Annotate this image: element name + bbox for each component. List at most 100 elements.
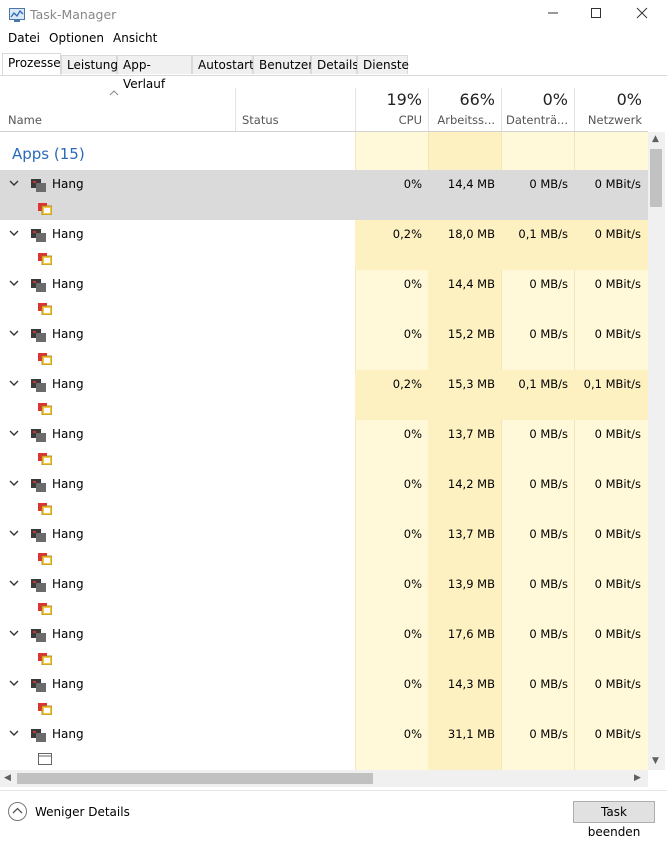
- tab-prozesse[interactable]: Prozesse: [2, 53, 61, 75]
- vertical-scroll-thumb[interactable]: [650, 149, 662, 207]
- cpu-value: 0%: [403, 327, 422, 341]
- network-value: 0 MBit/s: [594, 727, 641, 741]
- disk-value: 0 MB/s: [529, 477, 568, 491]
- scroll-right-icon[interactable]: ▶: [634, 773, 641, 783]
- tab-details[interactable]: Details: [311, 55, 359, 74]
- cell-highlight: [428, 370, 501, 420]
- cell-highlight: [501, 370, 574, 420]
- cell-highlight: [428, 420, 501, 470]
- header-memory[interactable]: 66% Arbeitss...: [428, 88, 501, 131]
- table-row[interactable]: Hang 0% 14,2 MB 0 MB/s 0 MBit/s: [0, 470, 648, 520]
- hang-app-icon: [31, 429, 46, 442]
- cell-highlight: [355, 370, 428, 420]
- memory-value: 14,4 MB: [447, 277, 495, 291]
- chevron-down-icon[interactable]: [8, 278, 20, 288]
- header-cpu[interactable]: 19% CPU: [355, 88, 428, 131]
- table-row[interactable]: Hang 0% 17,6 MB 0 MB/s 0 MBit/s: [0, 620, 648, 670]
- scroll-left-icon[interactable]: ◀: [4, 773, 11, 783]
- cpu-value: 0%: [403, 627, 422, 641]
- tab-autostart[interactable]: Autostart: [192, 55, 254, 74]
- cpu-value: 0%: [403, 577, 422, 591]
- minimize-button[interactable]: [530, 0, 576, 30]
- disk-value: 0 MB/s: [529, 727, 568, 741]
- chevron-down-icon[interactable]: [8, 628, 20, 638]
- disk-value: 0 MB/s: [529, 277, 568, 291]
- close-button[interactable]: [619, 0, 665, 30]
- table-row[interactable]: Hang 0% 15,2 MB 0 MB/s 0 MBit/s: [0, 320, 648, 370]
- tab-benutzer[interactable]: Benutzer: [253, 55, 313, 74]
- maximize-icon: [591, 8, 601, 18]
- chevron-down-icon[interactable]: [8, 578, 20, 588]
- tab-app-verlauf[interactable]: App-Verlauf: [117, 55, 192, 91]
- cell-highlight: [501, 220, 574, 270]
- chevron-down-icon[interactable]: [8, 228, 20, 238]
- chevron-down-icon[interactable]: [8, 328, 20, 338]
- table-row[interactable]: Hang 0% 31,1 MB 0 MB/s 0 MBit/s: [0, 720, 648, 770]
- menu-ansicht[interactable]: Ansicht: [113, 31, 158, 45]
- cpu-value: 0,2%: [392, 377, 422, 391]
- header-network-percent: 0%: [616, 90, 642, 109]
- tab-leistung[interactable]: Leistung: [61, 55, 118, 74]
- app-window-icon: [38, 503, 52, 515]
- chevron-down-icon[interactable]: [8, 428, 20, 438]
- network-value: 0 MBit/s: [594, 427, 641, 441]
- horizontal-scroll-thumb[interactable]: [17, 773, 373, 784]
- header-network[interactable]: 0% Netzwerk: [574, 88, 648, 131]
- fewer-details-label[interactable]: Weniger Details: [35, 805, 130, 819]
- chevron-down-icon[interactable]: [8, 478, 20, 488]
- process-name: Hang: [52, 577, 84, 591]
- process-name: Hang: [52, 327, 84, 341]
- chevron-down-icon[interactable]: [8, 378, 20, 388]
- disk-value: 0 MB/s: [529, 177, 568, 191]
- cell-highlight: [428, 670, 501, 720]
- process-name: Hang: [52, 227, 84, 241]
- network-value: 0 MBit/s: [594, 477, 641, 491]
- end-task-button[interactable]: Task beenden: [573, 801, 655, 839]
- network-value: 0 MBit/s: [594, 277, 641, 291]
- horizontal-scrollbar[interactable]: ◀ ▶: [0, 770, 648, 787]
- memory-value: 18,0 MB: [447, 227, 495, 241]
- chevron-down-icon[interactable]: [8, 178, 20, 188]
- header-status[interactable]: Status: [235, 88, 355, 131]
- header-memory-percent: 66%: [459, 90, 495, 109]
- scroll-down-icon[interactable]: ▼: [652, 756, 659, 766]
- scroll-up-icon[interactable]: ▲: [652, 134, 659, 144]
- app-window-icon: [38, 603, 52, 615]
- app-window-icon: [38, 553, 52, 565]
- header-disk-label: Datenträ...: [505, 113, 568, 127]
- cpu-value: 0%: [403, 177, 422, 191]
- table-row[interactable]: Hang 0,2% 18,0 MB 0,1 MB/s 0 MBit/s: [0, 220, 648, 270]
- vertical-scrollbar[interactable]: ▲ ▼: [648, 132, 665, 770]
- column-header: Name Status 19% CPU 66% Arbeitss... 0% D…: [0, 88, 648, 132]
- network-value: 0 MBit/s: [594, 627, 641, 641]
- cpu-value: 0%: [403, 727, 422, 741]
- maximize-button[interactable]: [573, 0, 619, 30]
- header-name[interactable]: Name: [0, 88, 235, 131]
- hang-app-icon: [31, 379, 46, 392]
- header-disk-percent: 0%: [542, 90, 568, 109]
- table-row[interactable]: Hang 0% 14,3 MB 0 MB/s 0 MBit/s: [0, 670, 648, 720]
- chevron-down-icon[interactable]: [8, 678, 20, 688]
- table-row[interactable]: Hang 0,2% 15,3 MB 0,1 MB/s 0,1 MBit/s: [0, 370, 648, 420]
- table-row[interactable]: Hang 0% 13,7 MB 0 MB/s 0 MBit/s: [0, 420, 648, 470]
- cell-highlight: [428, 270, 501, 320]
- header-disk[interactable]: 0% Datenträ...: [501, 88, 574, 131]
- cell-highlight: [428, 620, 501, 670]
- table-row[interactable]: Hang 0% 13,9 MB 0 MB/s 0 MBit/s: [0, 570, 648, 620]
- chevron-down-icon[interactable]: [8, 728, 20, 738]
- tab-dienste[interactable]: Dienste: [357, 55, 409, 74]
- table-row[interactable]: Hang 0% 14,4 MB 0 MB/s 0 MBit/s: [0, 270, 648, 320]
- minimize-icon: [548, 12, 558, 14]
- header-network-label: Netzwerk: [587, 113, 642, 127]
- fewer-details-button[interactable]: [8, 802, 27, 821]
- cell-highlight: [428, 470, 501, 520]
- table-row[interactable]: Hang 0% 13,7 MB 0 MB/s 0 MBit/s: [0, 520, 648, 570]
- cpu-value: 0%: [403, 277, 422, 291]
- menu-datei[interactable]: Datei: [8, 31, 41, 45]
- group-title-apps: Apps (15): [12, 145, 85, 163]
- window-icon: [38, 753, 52, 765]
- menu-optionen[interactable]: Optionen: [49, 31, 105, 45]
- chevron-down-icon[interactable]: [8, 528, 20, 538]
- disk-value: 0 MB/s: [529, 677, 568, 691]
- table-row[interactable]: Hang 0% 14,4 MB 0 MB/s 0 MBit/s: [0, 170, 648, 220]
